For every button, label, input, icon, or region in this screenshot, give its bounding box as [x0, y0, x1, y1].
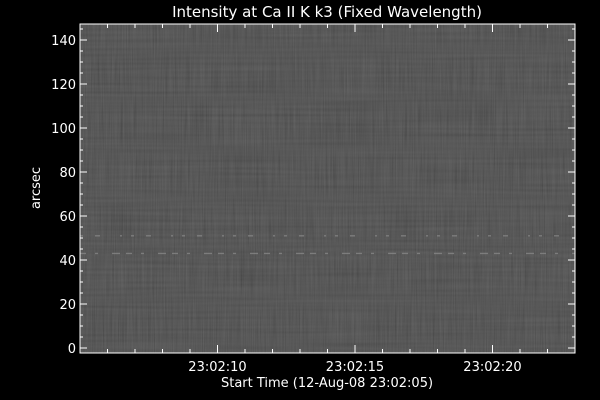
heatmap-streaks: [80, 24, 575, 353]
x-tick-label: 23:02:15: [326, 360, 384, 375]
y-tick-label: 60: [59, 210, 76, 225]
y-tick-label: 20: [59, 298, 76, 313]
chart-title: Intensity at Ca II K k3 (Fixed Wavelengt…: [172, 3, 482, 21]
y-tick-label: 80: [59, 166, 76, 181]
y-axis: 0 20 40 60 80 100 120 140: [51, 28, 575, 357]
y-tick-label: 0: [68, 342, 76, 357]
y-tick-label: 40: [59, 254, 76, 269]
y-tick-label: 100: [51, 122, 76, 137]
plot-area: [80, 24, 575, 353]
x-axis: 23:02:10 23:02:15 23:02:20: [107, 24, 548, 375]
y-tick-label: 140: [51, 34, 76, 49]
x-tick-label: 23:02:20: [463, 360, 521, 375]
x-tick-label: 23:02:10: [188, 360, 246, 375]
x-axis-label: Start Time (12-Aug-08 23:02:05): [221, 376, 433, 391]
bright-bands: [80, 235, 575, 255]
y-axis-label: arcsec: [29, 167, 44, 209]
y-tick-label: 120: [51, 78, 76, 93]
